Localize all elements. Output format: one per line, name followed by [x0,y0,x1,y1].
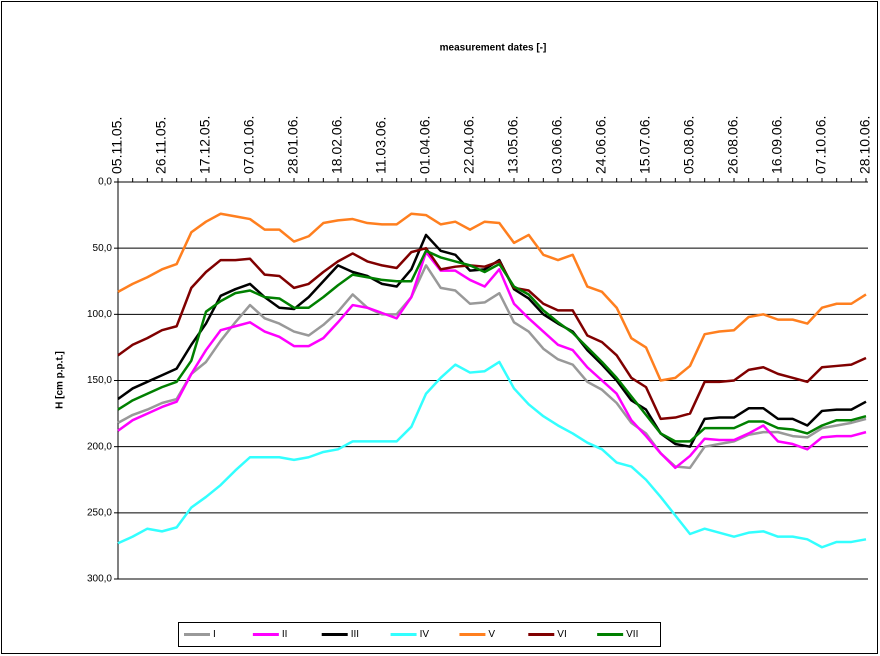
x-tick-label: 05.08.06. [681,116,697,174]
y-tick-label: 0,0 [98,177,112,188]
x-tick-label: 17.12.05. [197,116,213,174]
legend-label: V [488,629,495,640]
y-tick-label: 100,0 [87,309,112,320]
legend-label: IV [420,629,430,640]
x-tick-label: 05.11.05. [109,117,125,174]
x-tick-label: 28.01.06. [285,116,301,174]
chart-title: measurement dates [-] [440,43,547,54]
x-tick-label: 28.10.06. [857,116,873,174]
y-tick-label: 50,0 [93,243,113,254]
x-tick-label: 16.09.06. [769,116,785,174]
x-tick-label: 01.04.06. [417,116,433,174]
y-tick-label: 150,0 [87,375,112,386]
x-tick-label: 13.05.06. [505,116,521,174]
x-tick-label: 15.07.06. [637,116,653,174]
series-line [117,246,867,421]
series-line [117,249,867,443]
x-tick-label: 07.10.06. [813,116,829,174]
legend-label: VII [626,629,638,640]
y-axis-title: H [cm p.p.t.] [55,351,66,409]
legend-label: VI [557,629,566,640]
series-line [117,360,867,549]
x-tick-label: 07.01.06. [241,116,257,174]
series-line [117,212,867,382]
y-tick-label: 300,0 [87,574,112,585]
x-tick-label: 22.04.06. [461,116,477,174]
legend-label: I [213,629,216,640]
y-tick-label: 250,0 [87,507,112,518]
x-tick-label: 24.06.06. [593,116,609,174]
legend-label: II [282,629,288,640]
x-tick-label: 26.11.05. [153,117,169,174]
x-tick-label: 26.08.06. [725,116,741,174]
x-tick-label: 11.03.06. [373,117,389,174]
legend-label: III [351,629,359,640]
x-tick-label: 03.06.06. [549,116,565,174]
series-line [117,250,867,470]
y-tick-label: 200,0 [87,441,112,452]
x-tick-label: 18.02.06. [329,116,345,174]
